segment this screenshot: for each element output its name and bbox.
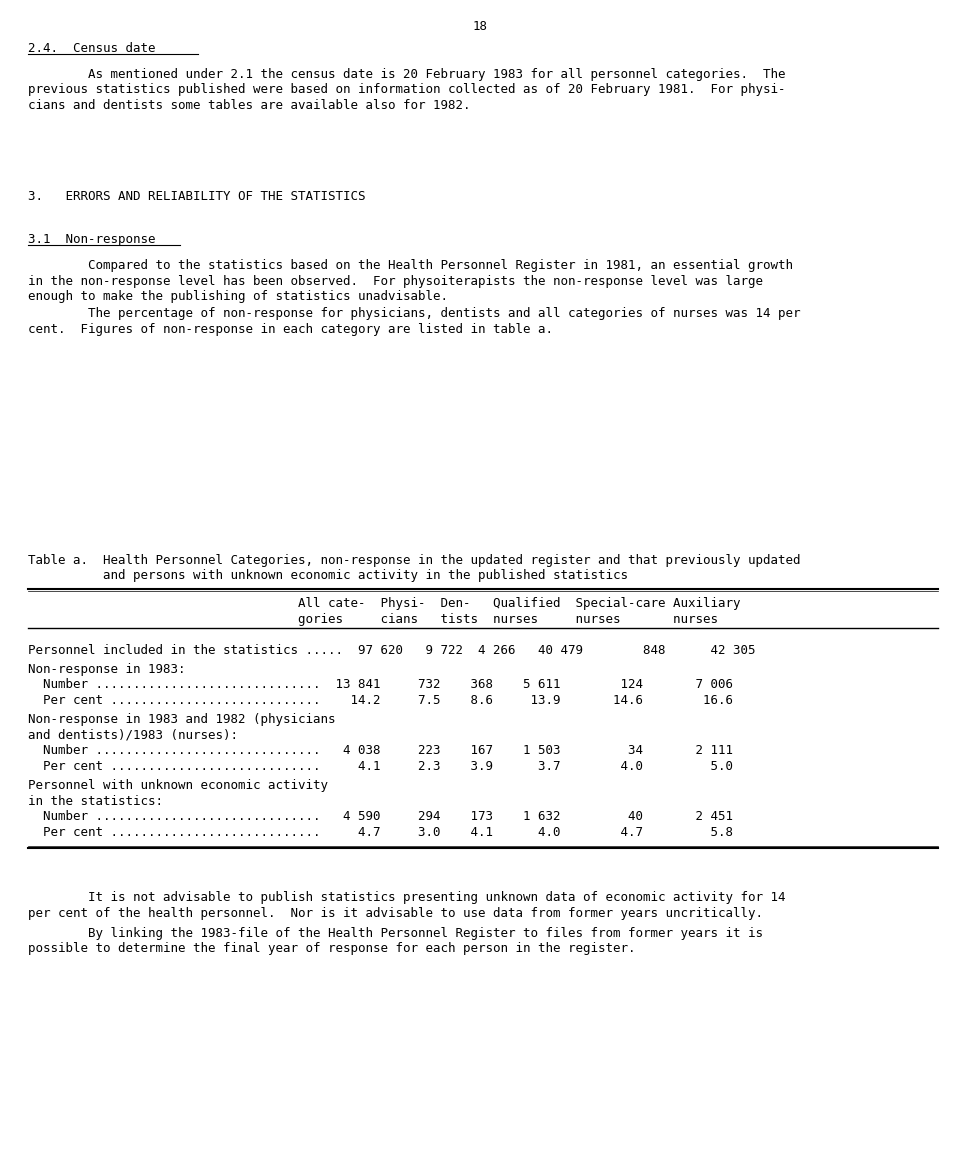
Text: Table a.  Health Personnel Categories, non-response in the updated register and : Table a. Health Personnel Categories, no… [28,554,801,567]
Text: By linking the 1983-file of the Health Personnel Register to files from former y: By linking the 1983-file of the Health P… [28,926,763,939]
Text: Per cent ............................     4.1     2.3    3.9      3.7        4.0: Per cent ............................ 4.… [28,760,733,774]
Text: possible to determine the final year of response for each person in the register: possible to determine the final year of … [28,941,636,955]
Text: in the non-response level has been observed.  For physoiterapists the non-respon: in the non-response level has been obser… [28,274,763,287]
Text: It is not advisable to publish statistics presenting unknown data of economic ac: It is not advisable to publish statistic… [28,892,785,904]
Text: previous statistics published were based on information collected as of 20 Febru: previous statistics published were based… [28,83,785,96]
Text: 3.1  Non-response: 3.1 Non-response [28,233,156,245]
Text: enough to make the publishing of statistics unadvisable.: enough to make the publishing of statist… [28,290,448,303]
Text: Number ..............................   4 038     223    167    1 503         34: Number .............................. 4 … [28,745,733,757]
Text: cians and dentists some tables are available also for 1982.: cians and dentists some tables are avail… [28,98,470,112]
Text: cent.  Figures of non-response in each category are listed in table a.: cent. Figures of non-response in each ca… [28,323,553,336]
Text: and persons with unknown economic activity in the published statistics: and persons with unknown economic activi… [28,570,628,582]
Text: 18: 18 [472,20,488,32]
Text: Number ..............................  13 841     732    368    5 611        124: Number .............................. 13… [28,679,733,691]
Text: All cate-  Physi-  Den-   Qualified  Special-care Auxiliary: All cate- Physi- Den- Qualified Special-… [28,598,740,610]
Text: Compared to the statistics based on the Health Personnel Register in 1981, an es: Compared to the statistics based on the … [28,259,793,272]
Text: 2.4.  Census date: 2.4. Census date [28,42,156,54]
Text: Number ..............................   4 590     294    173    1 632         40: Number .............................. 4 … [28,811,733,823]
Text: Per cent ............................     4.7     3.0    4.1      4.0        4.7: Per cent ............................ 4.… [28,826,733,840]
Text: Per cent ............................    14.2     7.5    8.6     13.9       14.6: Per cent ............................ 14… [28,694,733,708]
Text: and dentists)/1983 (nurses):: and dentists)/1983 (nurses): [28,730,238,742]
Text: Personnel with unknown economic activity: Personnel with unknown economic activity [28,779,328,792]
Text: Non-response in 1983 and 1982 (physicians: Non-response in 1983 and 1982 (physician… [28,713,335,726]
Text: per cent of the health personnel.  Nor is it advisable to use data from former y: per cent of the health personnel. Nor is… [28,907,763,919]
Text: As mentioned under 2.1 the census date is 20 February 1983 for all personnel cat: As mentioned under 2.1 the census date i… [28,68,785,81]
Text: Non-response in 1983:: Non-response in 1983: [28,664,185,676]
Text: The percentage of non-response for physicians, dentists and all categories of nu: The percentage of non-response for physi… [28,308,801,321]
Text: 3.   ERRORS AND RELIABILITY OF THE STATISTICS: 3. ERRORS AND RELIABILITY OF THE STATIST… [28,190,366,203]
Text: gories     cians   tists  nurses     nurses       nurses: gories cians tists nurses nurses nurses [28,613,718,625]
Text: Personnel included in the statistics .....  97 620   9 722  4 266   40 479      : Personnel included in the statistics ...… [28,644,756,657]
Text: in the statistics:: in the statistics: [28,796,163,808]
